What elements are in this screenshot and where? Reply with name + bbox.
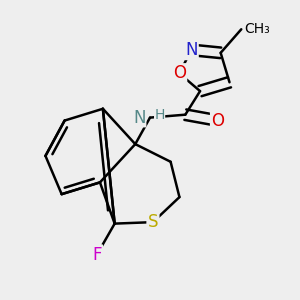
Text: O: O [173, 64, 186, 82]
Text: F: F [92, 245, 102, 263]
Text: N: N [185, 41, 197, 59]
Text: O: O [211, 112, 224, 130]
Text: CH₃: CH₃ [244, 22, 270, 36]
Text: N: N [133, 109, 145, 127]
Text: H: H [154, 108, 165, 122]
Text: S: S [148, 213, 158, 231]
